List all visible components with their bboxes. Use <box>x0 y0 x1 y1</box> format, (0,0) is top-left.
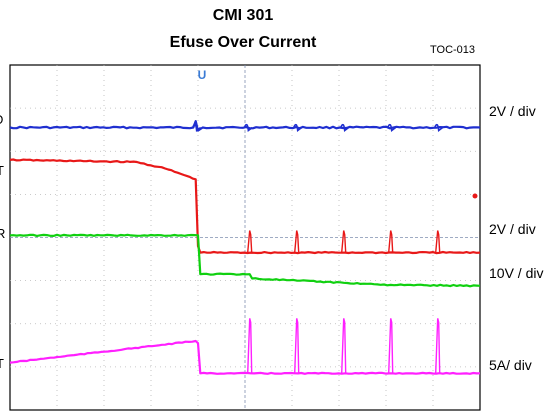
transient-mark-ch1 <box>339 123 350 133</box>
trace-channel-2 <box>9 158 481 255</box>
spike-mark-ch2 <box>435 230 441 253</box>
clipped-label-ch1: D <box>0 112 3 127</box>
chart-subtitle: Efuse Over Current <box>169 34 317 51</box>
clipped-label-ch4: T <box>0 356 4 371</box>
spike-mark-ch4 <box>294 318 300 374</box>
figure-id: TOC-013 <box>430 44 476 56</box>
scale-label-ch3: 10V / div <box>489 265 544 281</box>
transient-mark-ch1 <box>433 123 444 133</box>
traces-layer <box>9 120 481 375</box>
spike-mark-ch2 <box>294 230 300 253</box>
transient-mark-ch1 <box>292 123 303 133</box>
spike-mark-ch4 <box>247 318 253 374</box>
spike-mark-ch4 <box>435 318 441 374</box>
spike-mark-ch2 <box>341 230 347 253</box>
scale-label-ch4: 5A/ div <box>489 357 532 373</box>
spike-mark-ch4 <box>388 318 394 374</box>
trigger-level-dot <box>472 193 478 199</box>
transient-mark-ch1 <box>386 123 397 133</box>
grid-layer <box>10 65 480 410</box>
spike-mark-ch2 <box>247 230 253 253</box>
clipped-label-ch3: R <box>0 226 6 241</box>
spike-mark-ch2 <box>388 230 394 253</box>
scale-label-ch2: 2V / div <box>489 221 536 237</box>
scale-label-ch1: 2V / div <box>489 103 536 119</box>
transient-mark-ch1 <box>243 123 253 133</box>
trace-channel-4 <box>9 339 481 375</box>
spike-mark-ch4 <box>341 318 347 374</box>
clipped-label-ch2: T <box>0 163 4 178</box>
transient-mark-ch1 <box>191 123 202 133</box>
trace-channel-3 <box>9 233 481 288</box>
trigger-marker: U <box>198 68 207 82</box>
chart-title: CMI 301 <box>212 7 274 24</box>
